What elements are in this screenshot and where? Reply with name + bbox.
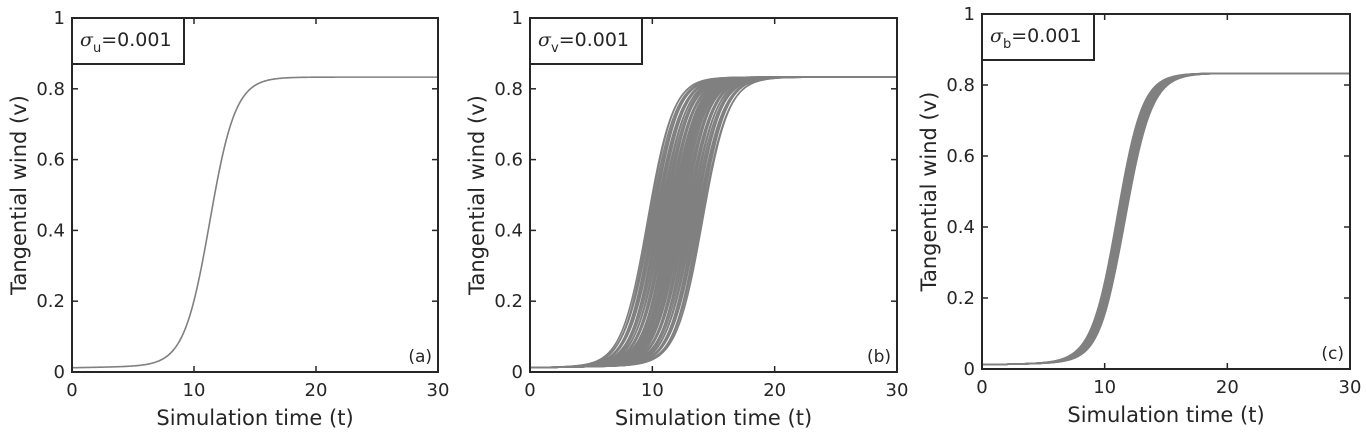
- series-line: [982, 72, 1350, 366]
- y-tick-label: 0: [964, 359, 975, 380]
- panel-2: 0 10 20 30 0 0.2 0.4 0.6 0.8 1 Simulation time (t)…: [465, 8, 908, 430]
- x-tick-label: 10: [183, 380, 206, 401]
- sigma-subscript: v: [551, 41, 559, 56]
- y-tick-label: 0: [54, 362, 65, 383]
- y-tick-label: 1: [54, 8, 65, 29]
- series-group: [982, 72, 1350, 366]
- series-group: [530, 76, 897, 369]
- legend-box: [71, 17, 185, 65]
- y-tick-label: 0.6: [36, 150, 65, 171]
- x-tick-label: 0: [524, 380, 535, 401]
- x-axis-label: Simulation time (t): [156, 406, 353, 430]
- sigma-subscript: u: [93, 41, 101, 56]
- x-tick-label: 20: [305, 380, 328, 401]
- panel-tag: (b): [867, 347, 891, 367]
- y-tick-label: 0.6: [946, 146, 975, 167]
- x-tick-label: 10: [641, 380, 664, 401]
- legend-label: σb=0.001: [990, 25, 1082, 52]
- x-axis-label: Simulation time (t): [615, 406, 812, 430]
- y-tick-label: 0.8: [946, 75, 975, 96]
- sigma-subscript: b: [1003, 37, 1011, 52]
- y-tick-label: 1: [512, 8, 523, 29]
- y-tick-label: 1: [964, 4, 975, 25]
- y-tick-label: 0.8: [494, 79, 523, 100]
- y-tick-label: 0.2: [494, 291, 523, 312]
- panel-tag: (a): [408, 347, 432, 367]
- x-tick-label: 20: [1216, 377, 1239, 398]
- series-line: [530, 76, 897, 369]
- y-axis-label: Tangential wind (v): [7, 95, 31, 296]
- plot-area: [530, 18, 897, 372]
- x-tick-label: 0: [66, 380, 77, 401]
- y-axis-label: Tangential wind (v): [917, 92, 941, 293]
- axes-box: [529, 17, 898, 373]
- y-tick-label: 0: [512, 362, 523, 383]
- y-axis-label: Tangential wind (v): [465, 95, 489, 296]
- sigma-value: =0.001: [101, 29, 171, 51]
- axes-box: [71, 17, 439, 373]
- sigma-symbol: σ: [538, 29, 552, 51]
- sigma-value: =0.001: [1011, 25, 1081, 47]
- panel-1: 0 10 20 30 0 0.2 0.4 0.6 0.8 1 Simulation time (t)…: [7, 8, 449, 430]
- x-tick-label: 10: [1093, 377, 1116, 398]
- x-tick-label: 30: [427, 380, 450, 401]
- legend-box: [529, 17, 643, 65]
- x-tick-label: 0: [976, 377, 987, 398]
- legend-label: σv=0.001: [538, 29, 629, 56]
- y-tick-label: 0.4: [36, 220, 65, 241]
- x-tick-label: 30: [1339, 377, 1362, 398]
- y-tick-label: 0.8: [36, 79, 65, 100]
- sigma-value: =0.001: [559, 29, 629, 51]
- series-line: [72, 76, 438, 369]
- y-tick-label: 0.2: [36, 291, 65, 312]
- y-tick-label: 0.4: [946, 217, 975, 238]
- x-axis-label: Simulation time (t): [1067, 403, 1264, 427]
- x-tick-label: 20: [763, 380, 786, 401]
- x-tick-label: 30: [886, 380, 909, 401]
- legend-label: σu=0.001: [80, 29, 172, 56]
- legend-box: [981, 13, 1095, 61]
- plot-area: [982, 14, 1350, 369]
- sigma-symbol: σ: [990, 25, 1004, 47]
- panel-tag: (c): [1321, 344, 1344, 364]
- y-tick-label: 0.4: [494, 220, 523, 241]
- panel-3: 0 10 20 30 0 0.2 0.4 0.6 0.8 1 Simulation time (t)…: [917, 4, 1361, 427]
- series-group: [72, 76, 438, 369]
- axes-box: [981, 13, 1351, 370]
- y-tick-label: 0.6: [494, 150, 523, 171]
- plot-area: [72, 18, 438, 372]
- sigma-symbol: σ: [80, 29, 94, 51]
- y-tick-label: 0.2: [946, 288, 975, 309]
